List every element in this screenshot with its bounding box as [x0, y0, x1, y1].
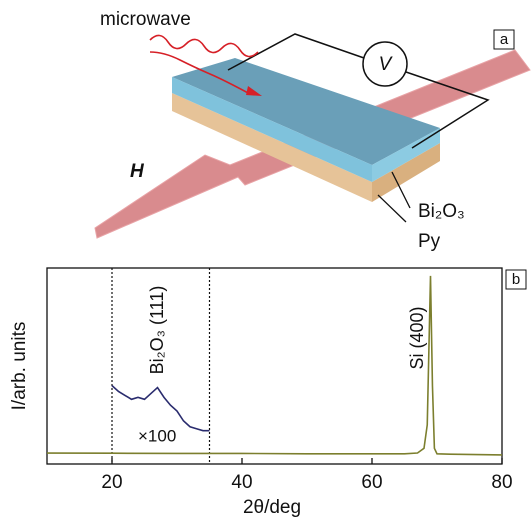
figure: V microwave H Bi₂O₃ Py a b 2θ/deg I/arb.… [0, 0, 532, 520]
annotation: Si (400) [407, 306, 427, 369]
x-tick-label: 40 [231, 472, 252, 493]
x-axis-label: 2θ/deg [243, 497, 301, 518]
annotation: ×100 [138, 426, 176, 445]
leader [378, 195, 406, 222]
x-tick-label: 20 [101, 472, 122, 493]
series-line [47, 276, 502, 455]
annotation: Bi₂O₃ (111) [147, 286, 167, 375]
panel-label: b [512, 271, 520, 288]
x-tick-label: 80 [491, 472, 512, 493]
diagram: V microwave H Bi₂O₃ Py a [95, 9, 530, 252]
x-tick-label: 60 [361, 472, 382, 493]
layer-label: Bi₂O₃ [418, 201, 465, 222]
panel-label: a [500, 31, 509, 48]
series-line [112, 386, 210, 431]
field-label: H [130, 161, 145, 182]
microwave-label: microwave [100, 9, 191, 30]
y-axis-label: I/arb. units [9, 322, 30, 411]
layer-label: Py [418, 231, 441, 252]
